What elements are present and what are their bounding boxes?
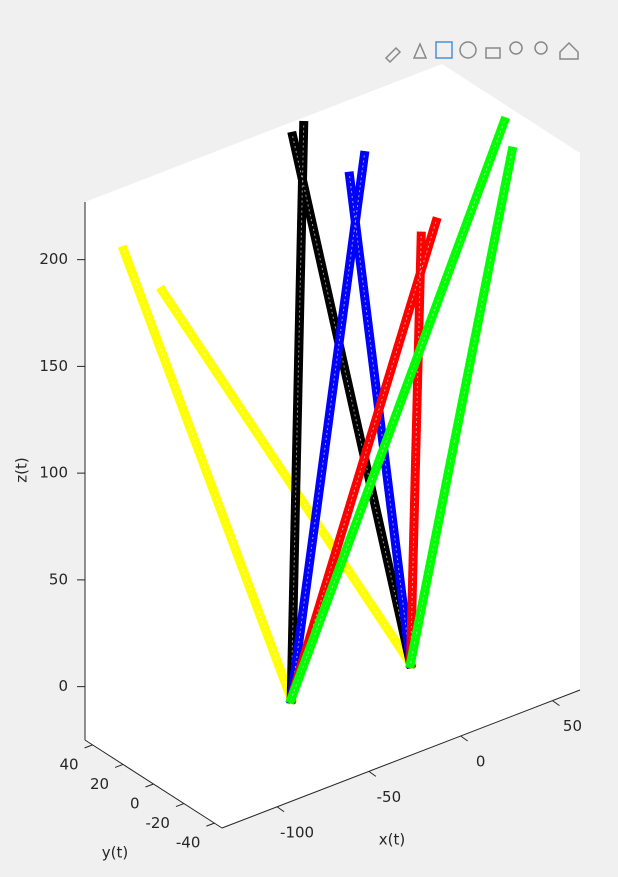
z-tick-label: 50	[49, 570, 68, 588]
y-tick	[114, 763, 124, 768]
y-tick-label: -40	[176, 834, 201, 852]
y-tick-label: 40	[60, 755, 79, 773]
z-tick-label: 200	[39, 250, 68, 268]
z-tick-label: 100	[39, 464, 68, 482]
series-marker-pattern	[290, 125, 411, 699]
x-tick	[276, 806, 285, 813]
series-marker-pattern	[290, 121, 513, 700]
data-cursor-tool[interactable]	[412, 42, 428, 59]
y-tick	[84, 744, 93, 749]
x-axis-line	[221, 689, 581, 829]
rotate3d-tool[interactable]	[459, 41, 477, 59]
brush-tool[interactable]	[384, 46, 402, 64]
y-tick-label: -20	[145, 814, 170, 832]
home-tool[interactable]	[559, 41, 579, 60]
x-tick-label: 50	[563, 717, 582, 735]
y-tick	[175, 803, 185, 808]
z-tick-label: 150	[39, 357, 68, 375]
x-tick	[368, 770, 377, 777]
x-tick-label: 0	[476, 753, 486, 771]
toolbar[interactable]	[384, 41, 579, 64]
x-tick-label: -50	[377, 788, 402, 806]
z-axis-label: z(t)	[13, 457, 31, 482]
rotate-tool[interactable]	[435, 41, 453, 59]
y-tick	[145, 783, 154, 788]
series-line	[118, 244, 417, 705]
x-tick-label: -100	[280, 823, 314, 841]
y-tick-label: 20	[90, 775, 109, 793]
zoom-out-tool[interactable]	[534, 41, 548, 55]
z-tick-label: 0	[58, 677, 68, 695]
y-tick	[206, 822, 215, 827]
x-tick	[552, 700, 560, 707]
y-axis-label: y(t)	[102, 844, 128, 862]
zoom-in-tool[interactable]	[509, 41, 523, 55]
series-marker-pattern	[290, 221, 437, 700]
pan-tool[interactable]	[485, 47, 501, 59]
x-axis-label: x(t)	[379, 831, 405, 849]
x-tick	[460, 735, 468, 742]
y-tick-label: 0	[130, 795, 140, 813]
